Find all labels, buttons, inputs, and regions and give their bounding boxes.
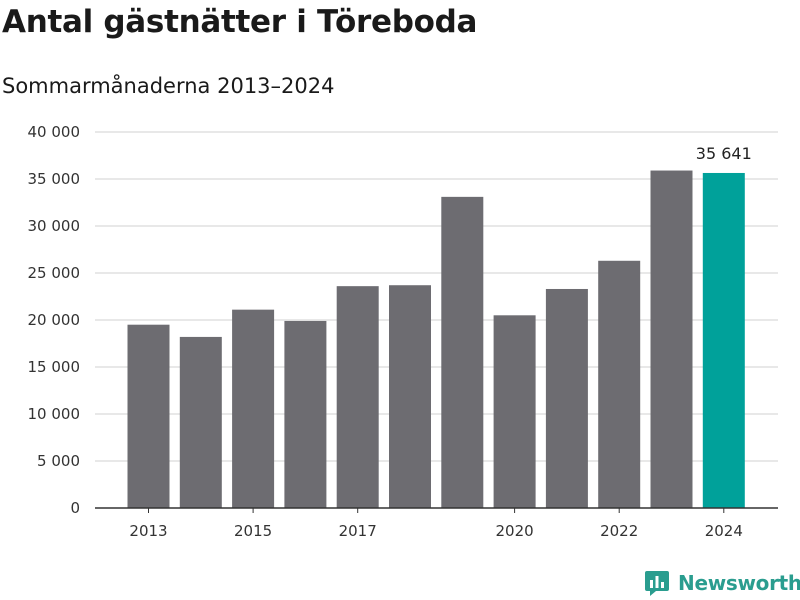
bar-2018 xyxy=(389,285,431,508)
x-tick-label: 2024 xyxy=(705,522,743,540)
bar-2019 xyxy=(441,196,484,509)
chart-subtitle: Sommarmånaderna 2013–2024 xyxy=(2,74,335,98)
y-tick-label: 20 000 xyxy=(28,311,81,329)
bar-2022 xyxy=(598,260,641,508)
bar-2021 xyxy=(545,288,588,508)
y-tick-label: 25 000 xyxy=(28,264,81,282)
chart-title: Antal gästnätter i Töreboda xyxy=(2,4,478,40)
y-tick-label: 0 xyxy=(70,499,80,517)
x-tick-label: 2015 xyxy=(234,522,272,540)
bar-2014 xyxy=(179,336,222,508)
x-tick-label: 2022 xyxy=(600,522,638,540)
x-tick-label: 2017 xyxy=(339,522,377,540)
data-label: 35 641 xyxy=(696,144,752,163)
y-tick-label: 30 000 xyxy=(28,217,81,235)
bar-2015 xyxy=(232,309,275,508)
bar-2013 xyxy=(127,324,170,508)
x-tick-label: 2020 xyxy=(496,522,534,540)
y-tick-label: 40 000 xyxy=(28,123,81,141)
x-tick-label: 2013 xyxy=(129,522,167,540)
y-tick-label: 5 000 xyxy=(37,452,80,470)
newsworthy-brand[interactable]: Newsworthy xyxy=(644,569,800,597)
bar-2017 xyxy=(336,286,379,508)
newsworthy-logo-text: Newsworthy xyxy=(678,571,800,595)
bar-chart: 0 5 000 10 000 15 000 20 000 25 000 30 000 35 0… xyxy=(28,123,778,540)
y-tick-label: 15 000 xyxy=(28,358,81,376)
y-tick-label: 35 000 xyxy=(28,170,81,188)
y-tick-label: 10 000 xyxy=(28,405,81,423)
newsworthy-logo-icon xyxy=(645,571,669,596)
bar-2016 xyxy=(284,320,327,508)
bar-2020 xyxy=(493,315,536,508)
bar-2024 xyxy=(702,172,745,508)
bar-2023 xyxy=(650,170,693,509)
